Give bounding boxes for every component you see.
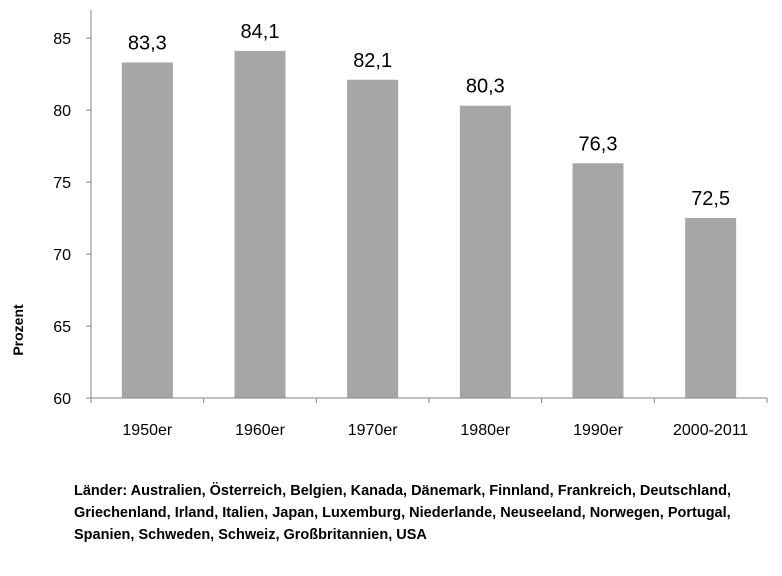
y-tick-label: 75 bbox=[53, 175, 71, 192]
bar-1990er bbox=[572, 163, 624, 398]
x-tick-label: 1990er bbox=[573, 422, 623, 439]
x-axis-ticks: 1950er 1960er 1970er 1980er 1990er 2000-2011 bbox=[90, 398, 768, 439]
bar-1980er bbox=[459, 105, 511, 399]
bars-group bbox=[121, 50, 737, 399]
data-label-1990er: 76,3 bbox=[579, 133, 618, 155]
bar-1960er bbox=[234, 50, 286, 399]
y-axis-ticks: 60 65 70 75 80 85 bbox=[53, 31, 91, 408]
data-label-1950er: 83,3 bbox=[128, 32, 167, 54]
data-label-1960er: 84,1 bbox=[241, 21, 280, 43]
y-tick-label: 80 bbox=[53, 103, 71, 120]
bar-1950er bbox=[121, 62, 173, 398]
data-labels-group: 83,3 84,1 82,1 80,3 76,3 72,5 bbox=[128, 21, 730, 210]
footnote-countries: Länder: Australien, Österreich, Belgien,… bbox=[74, 483, 731, 543]
x-tick-label: 1970er bbox=[348, 422, 398, 439]
data-label-1980er: 80,3 bbox=[466, 76, 505, 98]
bar-chart: 83,3 84,1 82,1 80,3 76,3 72,5 60 65 70 75 80 85 19… bbox=[10, 10, 768, 439]
x-tick-label: 1980er bbox=[460, 422, 510, 439]
y-axis-title: Prozent bbox=[10, 304, 26, 356]
bar-2000-2011 bbox=[685, 218, 737, 398]
x-tick-label: 1950er bbox=[122, 422, 172, 439]
y-tick-label: 65 bbox=[53, 319, 71, 336]
bar-1970er bbox=[347, 79, 399, 398]
y-tick-label: 70 bbox=[53, 247, 71, 264]
y-tick-label: 60 bbox=[53, 391, 71, 408]
y-tick-label: 85 bbox=[53, 31, 71, 48]
x-tick-label: 2000-2011 bbox=[673, 422, 748, 439]
data-label-1970er: 82,1 bbox=[353, 50, 392, 72]
x-tick-label: 1960er bbox=[235, 422, 285, 439]
data-label-2000-2011: 72,5 bbox=[691, 188, 730, 210]
